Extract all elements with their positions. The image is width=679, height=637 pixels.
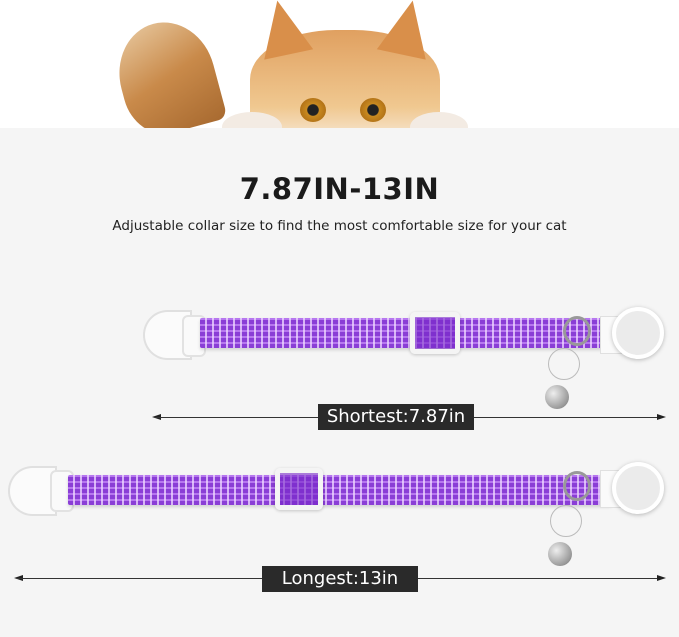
cat-ear-right — [376, 0, 438, 60]
strap — [68, 475, 612, 505]
arrow-right-icon — [657, 575, 666, 581]
size-range-title: 7.87IN-13IN — [239, 172, 440, 206]
split-ring — [550, 505, 582, 537]
airtag-holder — [612, 462, 664, 514]
bell-icon — [548, 542, 572, 566]
cat-photo — [0, 0, 679, 143]
cat-ear-left — [252, 0, 314, 60]
cat-eye-right — [360, 98, 386, 122]
cat-eye-left — [300, 98, 326, 122]
cat-head — [250, 30, 440, 140]
d-ring — [563, 316, 591, 346]
buckle-clip — [8, 466, 57, 516]
split-ring — [548, 348, 580, 380]
arrow-right-icon — [657, 414, 666, 420]
shortest-label: Shortest:7.87in — [318, 404, 474, 430]
bell-icon — [545, 385, 569, 409]
airtag-holder — [612, 307, 664, 359]
cat-tail — [107, 11, 228, 143]
size-description: Adjustable collar size to find the most … — [112, 218, 567, 234]
d-ring — [563, 471, 591, 501]
longest-label: Longest:13in — [262, 566, 418, 592]
slider-buckle — [275, 468, 323, 510]
slider-buckle — [410, 312, 460, 354]
strap — [200, 318, 612, 348]
